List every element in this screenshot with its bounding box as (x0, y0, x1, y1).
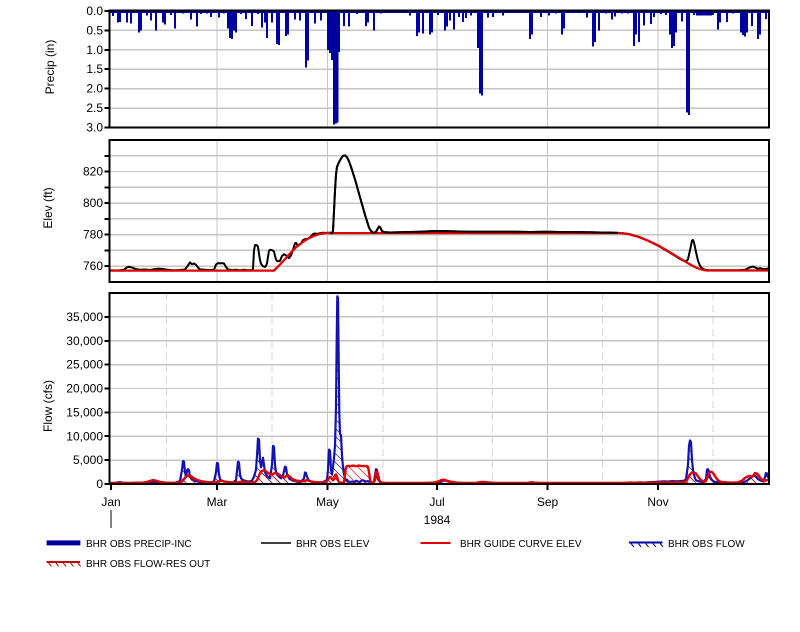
svg-text:2.0: 2.0 (86, 82, 103, 96)
svg-text:35,000: 35,000 (66, 310, 103, 324)
svg-text:BHR OBS PRECIP-INC: BHR OBS PRECIP-INC (86, 539, 192, 550)
svg-text:Jan: Jan (101, 495, 120, 509)
svg-text:BHR OBS FLOW-RES OUT: BHR OBS FLOW-RES OUT (86, 559, 210, 570)
svg-text:5,000: 5,000 (73, 453, 103, 467)
svg-text:0.5: 0.5 (86, 23, 103, 37)
svg-text:820: 820 (83, 165, 103, 179)
svg-text:10,000: 10,000 (66, 429, 103, 443)
svg-text:Nov: Nov (647, 495, 668, 509)
svg-text:Precip (in): Precip (in) (43, 40, 57, 95)
svg-text:Elev (ft): Elev (ft) (41, 187, 55, 228)
svg-text:May: May (316, 495, 339, 509)
svg-text:Flow (cfs): Flow (cfs) (41, 380, 55, 432)
svg-text:BHR OBS ELEV: BHR OBS ELEV (296, 539, 370, 550)
svg-text:Sep: Sep (537, 495, 559, 509)
svg-text:760: 760 (83, 259, 103, 273)
svg-text:0.0: 0.0 (86, 4, 103, 18)
svg-text:25,000: 25,000 (66, 358, 103, 372)
svg-text:1984: 1984 (424, 513, 451, 527)
svg-text:3.0: 3.0 (86, 120, 103, 134)
svg-text:1.0: 1.0 (86, 43, 103, 57)
svg-text:BHR GUIDE CURVE ELEV: BHR GUIDE CURVE ELEV (460, 539, 582, 550)
svg-text:BHR OBS FLOW: BHR OBS FLOW (668, 539, 745, 550)
svg-text:15,000: 15,000 (66, 405, 103, 419)
svg-text:800: 800 (83, 196, 103, 210)
svg-text:780: 780 (83, 228, 103, 242)
svg-text:Mar: Mar (207, 495, 228, 509)
svg-text:20,000: 20,000 (66, 382, 103, 396)
svg-text:30,000: 30,000 (66, 334, 103, 348)
svg-text:0: 0 (96, 477, 103, 491)
svg-text:2.5: 2.5 (86, 101, 103, 115)
svg-text:1.5: 1.5 (86, 62, 103, 76)
svg-text:Jul: Jul (429, 495, 444, 509)
